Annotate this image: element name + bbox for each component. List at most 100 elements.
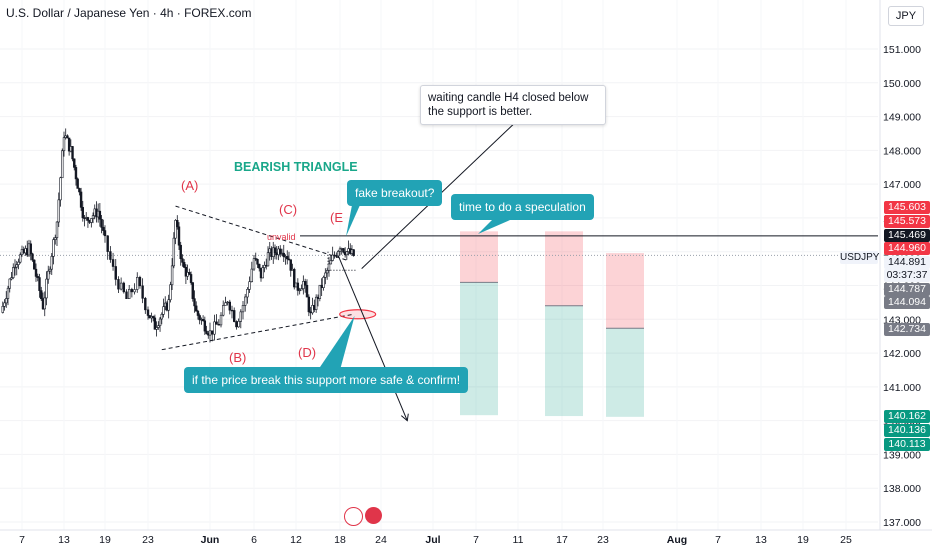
x-tick-label: 7 xyxy=(473,534,479,546)
candle-body xyxy=(57,199,60,223)
y-tick-label: 147.000 xyxy=(883,179,921,191)
candle-body xyxy=(279,248,282,255)
candle-body xyxy=(182,262,186,268)
candle-body xyxy=(151,316,155,319)
candle-body xyxy=(167,299,170,311)
x-tick-label: 24 xyxy=(375,534,387,546)
candle-body xyxy=(300,288,303,291)
candle-body xyxy=(307,296,311,313)
price-label: 140.162 xyxy=(884,410,930,423)
candle-body xyxy=(248,281,251,290)
y-tick-label: 137.000 xyxy=(883,517,921,529)
candle-body xyxy=(62,137,66,152)
y-tick-label: 142.000 xyxy=(883,348,921,360)
candle-body xyxy=(226,301,229,304)
candle-body xyxy=(211,330,214,335)
candle-body xyxy=(125,291,128,299)
unvalid-label: unvalid xyxy=(267,232,296,242)
candle-body xyxy=(6,287,10,299)
candle-body xyxy=(98,210,102,220)
projection-arrow xyxy=(337,254,408,421)
candle-body xyxy=(114,266,117,280)
time-axis: 7 13 19 23 Jun 6 12 18 24 Jul 7 11 17 23 Aug 7 13 19 25 xyxy=(0,529,932,546)
x-tick-label: 7 xyxy=(715,534,721,546)
candle-body xyxy=(335,255,338,257)
wave-label-b: (B) xyxy=(229,350,247,365)
price-label: 144.094 xyxy=(884,296,930,309)
x-tick-label: 19 xyxy=(99,534,111,546)
price-label: 145.573 xyxy=(884,215,930,228)
candle-body xyxy=(170,265,174,286)
candle-body xyxy=(162,306,165,315)
candle-body xyxy=(38,277,41,291)
candle-body xyxy=(303,281,307,286)
us-flag-icon[interactable] xyxy=(365,507,382,524)
candle-body xyxy=(294,282,298,288)
candle-body xyxy=(36,276,39,278)
candle-body xyxy=(71,146,74,160)
candle-body xyxy=(246,288,249,298)
candle-body xyxy=(293,269,296,288)
trend-drawings xyxy=(0,117,878,422)
fake-breakout-pointer xyxy=(346,205,360,237)
event-icons[interactable] xyxy=(342,507,386,526)
x-tick-label: Jul xyxy=(425,534,440,546)
y-tick-label: 139.000 xyxy=(883,449,921,461)
candle-body xyxy=(73,158,76,168)
candle-body xyxy=(201,319,205,322)
fake-breakout-callout: fake breakout? xyxy=(347,180,443,206)
candle-body xyxy=(48,268,52,272)
event-flag-icon[interactable] xyxy=(344,507,363,526)
y-tick-label: 138.000 xyxy=(883,483,921,495)
candle-body xyxy=(286,256,289,260)
y-tick-label: 150.000 xyxy=(883,78,921,90)
candle-body xyxy=(273,247,277,254)
candle-body xyxy=(233,310,236,322)
candle-body xyxy=(261,267,264,279)
candle-body xyxy=(325,270,329,274)
stop-zone xyxy=(545,231,583,306)
pattern-title: BEARISH TRIANGLE xyxy=(234,160,358,174)
candle-body xyxy=(79,191,83,208)
candle-body xyxy=(263,264,266,268)
candle-body xyxy=(324,272,327,278)
stop-zone xyxy=(606,253,644,329)
candle-body xyxy=(314,296,318,310)
candle-body xyxy=(193,298,196,307)
x-tick-label: 13 xyxy=(755,534,767,546)
symbol-tag: USDJPY xyxy=(840,251,880,264)
candle-body xyxy=(266,252,270,267)
candle-body xyxy=(254,258,257,260)
candle-body xyxy=(10,277,13,280)
candle-body xyxy=(144,298,147,311)
candle-body xyxy=(91,215,95,219)
candle-body xyxy=(172,237,176,267)
candle-body xyxy=(342,248,345,253)
candle-body xyxy=(90,218,93,223)
x-tick-label: 19 xyxy=(797,534,809,546)
candle-body xyxy=(311,305,314,314)
candle-body xyxy=(55,221,59,238)
x-tick-label: 6 xyxy=(251,534,257,546)
candlestick-series xyxy=(1,128,355,343)
candle-body xyxy=(219,314,223,326)
break-support-callout: if the price break this support more saf… xyxy=(184,367,469,393)
candle-body xyxy=(230,309,234,312)
candle-body xyxy=(258,263,261,269)
candle-body xyxy=(5,298,8,304)
x-tick-label: 23 xyxy=(142,534,154,546)
candle-body xyxy=(127,289,131,299)
x-tick-label: 11 xyxy=(513,534,524,546)
candle-body xyxy=(45,278,48,299)
candle-body xyxy=(103,230,107,237)
candle-body xyxy=(13,266,17,269)
candle-body xyxy=(158,318,162,327)
candle-body xyxy=(198,315,201,321)
candle-body xyxy=(352,249,355,256)
price-label: 144.960 xyxy=(884,242,930,255)
candle-body xyxy=(241,305,245,313)
target-zone xyxy=(606,328,644,417)
currency-button[interactable]: JPY xyxy=(888,6,924,26)
candle-body xyxy=(331,254,334,261)
